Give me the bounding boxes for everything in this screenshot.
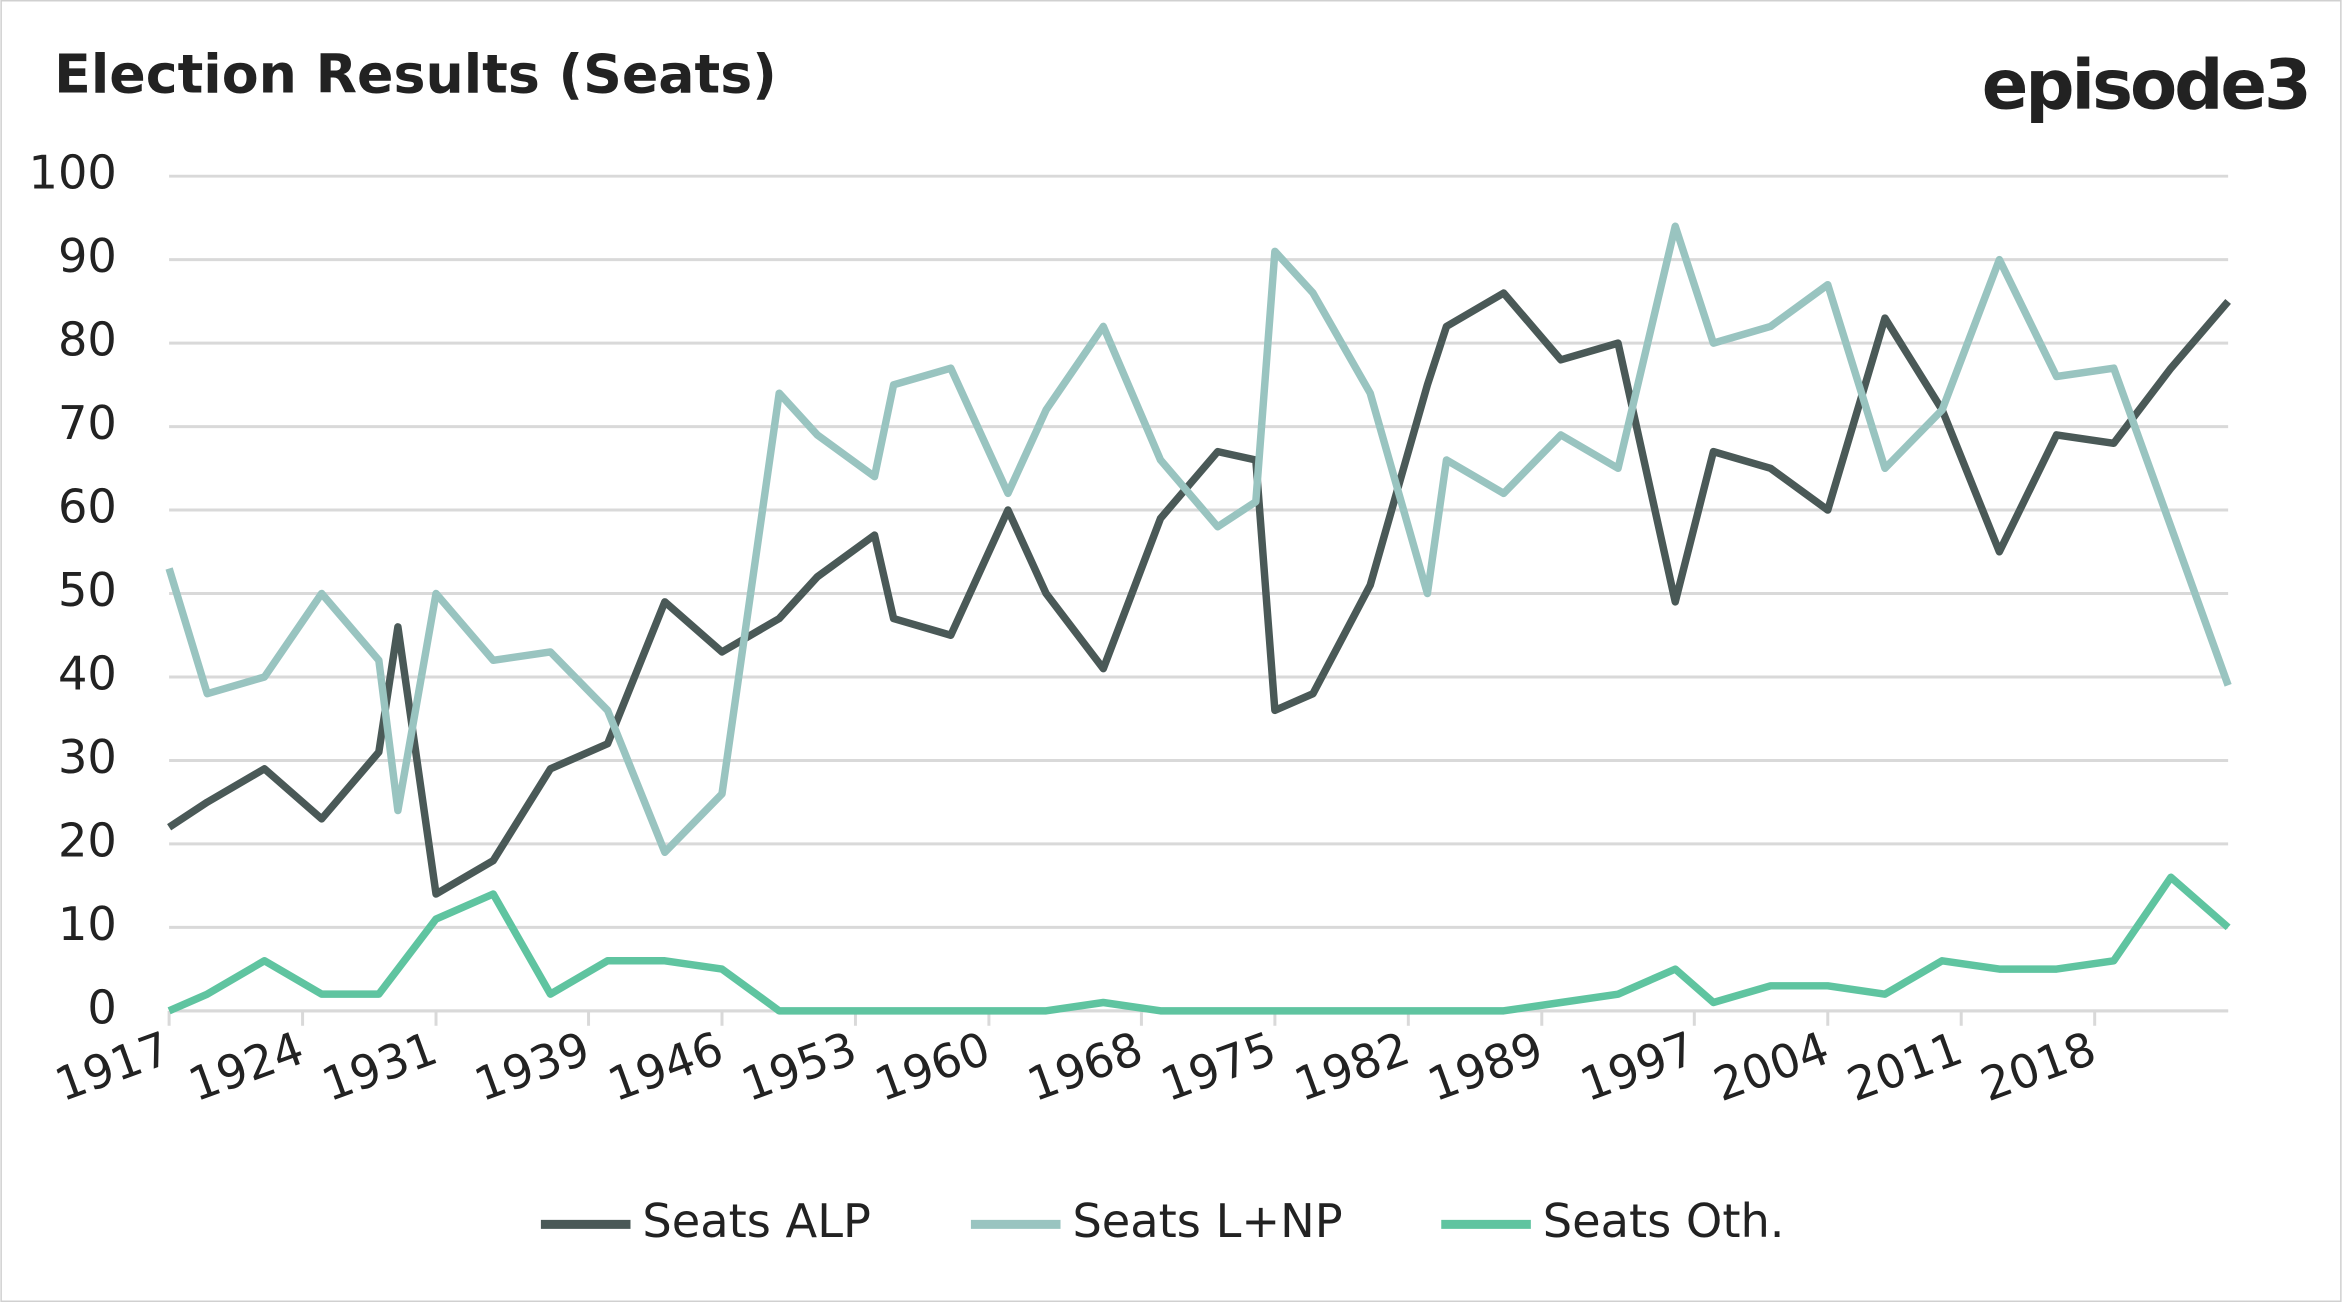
chart-title: Election Results (Seats) (54, 42, 777, 105)
y-tick-label: 40 (58, 646, 117, 700)
logo: episode3 (1982, 46, 2309, 126)
series-line (167, 289, 2231, 898)
series-line (165, 222, 2232, 856)
y-tick-label: 30 (58, 730, 117, 784)
y-tick-label: 50 (58, 563, 117, 617)
legend-label: Seats ALP (642, 1194, 870, 1248)
y-tick-label: 60 (58, 480, 117, 534)
y-tick-label: 70 (58, 396, 117, 450)
y-tick-label: 10 (58, 897, 117, 951)
y-tick-label: 90 (58, 229, 117, 283)
y-tick-label: 20 (58, 813, 117, 867)
legend-label: Seats Oth. (1543, 1194, 1785, 1248)
y-tick-label: 0 (87, 980, 116, 1034)
y-tick-label: 80 (58, 313, 117, 367)
y-tick-label: 100 (29, 146, 117, 200)
legend-label: Seats L+NP (1072, 1194, 1342, 1248)
series-line (167, 873, 2231, 1015)
